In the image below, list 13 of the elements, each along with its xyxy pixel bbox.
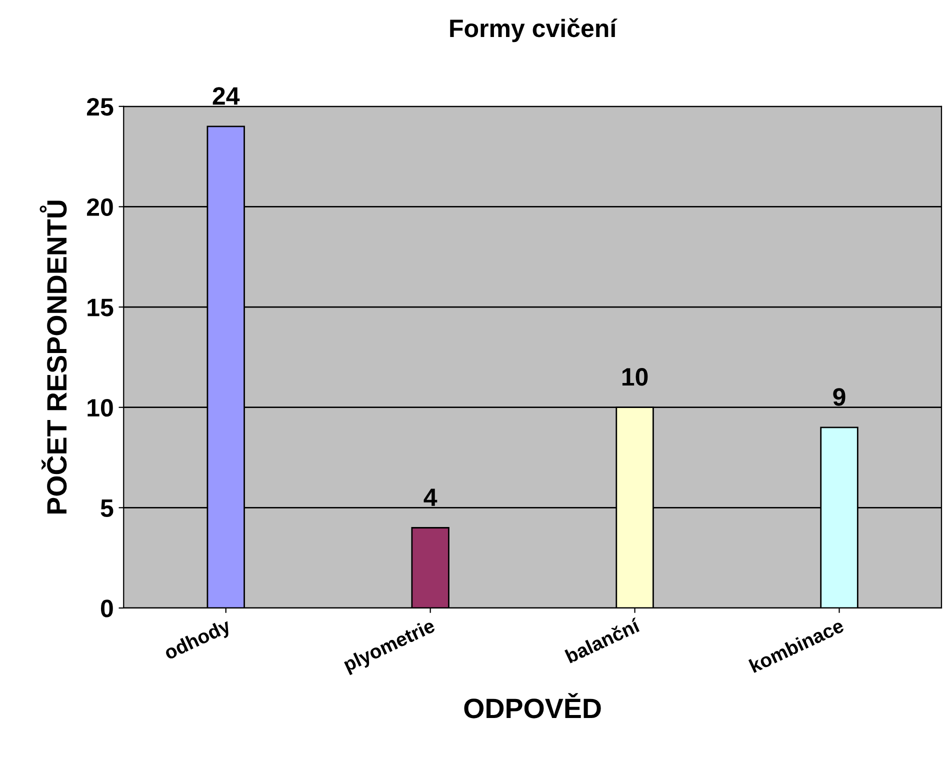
y-tick-label: 0 bbox=[100, 600, 113, 618]
x-axis-title: ODPOVĚD bbox=[464, 693, 601, 718]
data-label: 9 bbox=[833, 388, 846, 406]
data-label: 24 bbox=[212, 87, 240, 105]
y-tick-label: 5 bbox=[100, 500, 114, 517]
chart-title: Formy cvičení bbox=[450, 18, 618, 42]
y-tick-label: 25 bbox=[86, 98, 114, 116]
y-tick-label: 10 bbox=[88, 398, 113, 417]
data-label: 10 bbox=[622, 368, 648, 386]
y-tick-label: 20 bbox=[86, 198, 113, 216]
y-axis-title: POČET RESPONDENTŮ bbox=[40, 200, 67, 514]
y-tick-label: 15 bbox=[88, 298, 114, 316]
data-label: 4 bbox=[424, 488, 438, 506]
